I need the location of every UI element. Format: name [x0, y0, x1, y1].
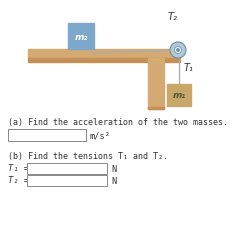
Bar — [27, 175, 107, 186]
Text: (a) Find the acceleration of the two masses.: (a) Find the acceleration of the two mas… — [8, 117, 228, 126]
Bar — [28, 50, 180, 59]
Text: N: N — [111, 164, 116, 173]
Circle shape — [174, 47, 182, 54]
Bar — [27, 163, 107, 174]
Text: (b) Find the tensions T₁ and T₂.: (b) Find the tensions T₁ and T₂. — [8, 151, 168, 160]
Text: m₁: m₁ — [172, 91, 186, 100]
Text: m₂: m₂ — [74, 32, 88, 41]
Circle shape — [170, 43, 186, 59]
Text: m/s²: m/s² — [90, 131, 111, 140]
Bar — [148, 59, 164, 109]
Bar — [68, 24, 94, 50]
Text: T₁ =: T₁ = — [8, 163, 29, 172]
Bar — [148, 108, 164, 109]
Bar — [28, 59, 180, 63]
Circle shape — [177, 50, 179, 52]
Text: T₂ =: T₂ = — [8, 175, 29, 184]
Text: T₁: T₁ — [184, 63, 194, 73]
Bar — [8, 129, 86, 141]
Bar — [167, 85, 191, 106]
Text: N: N — [111, 176, 116, 185]
Text: T₂: T₂ — [168, 12, 178, 22]
